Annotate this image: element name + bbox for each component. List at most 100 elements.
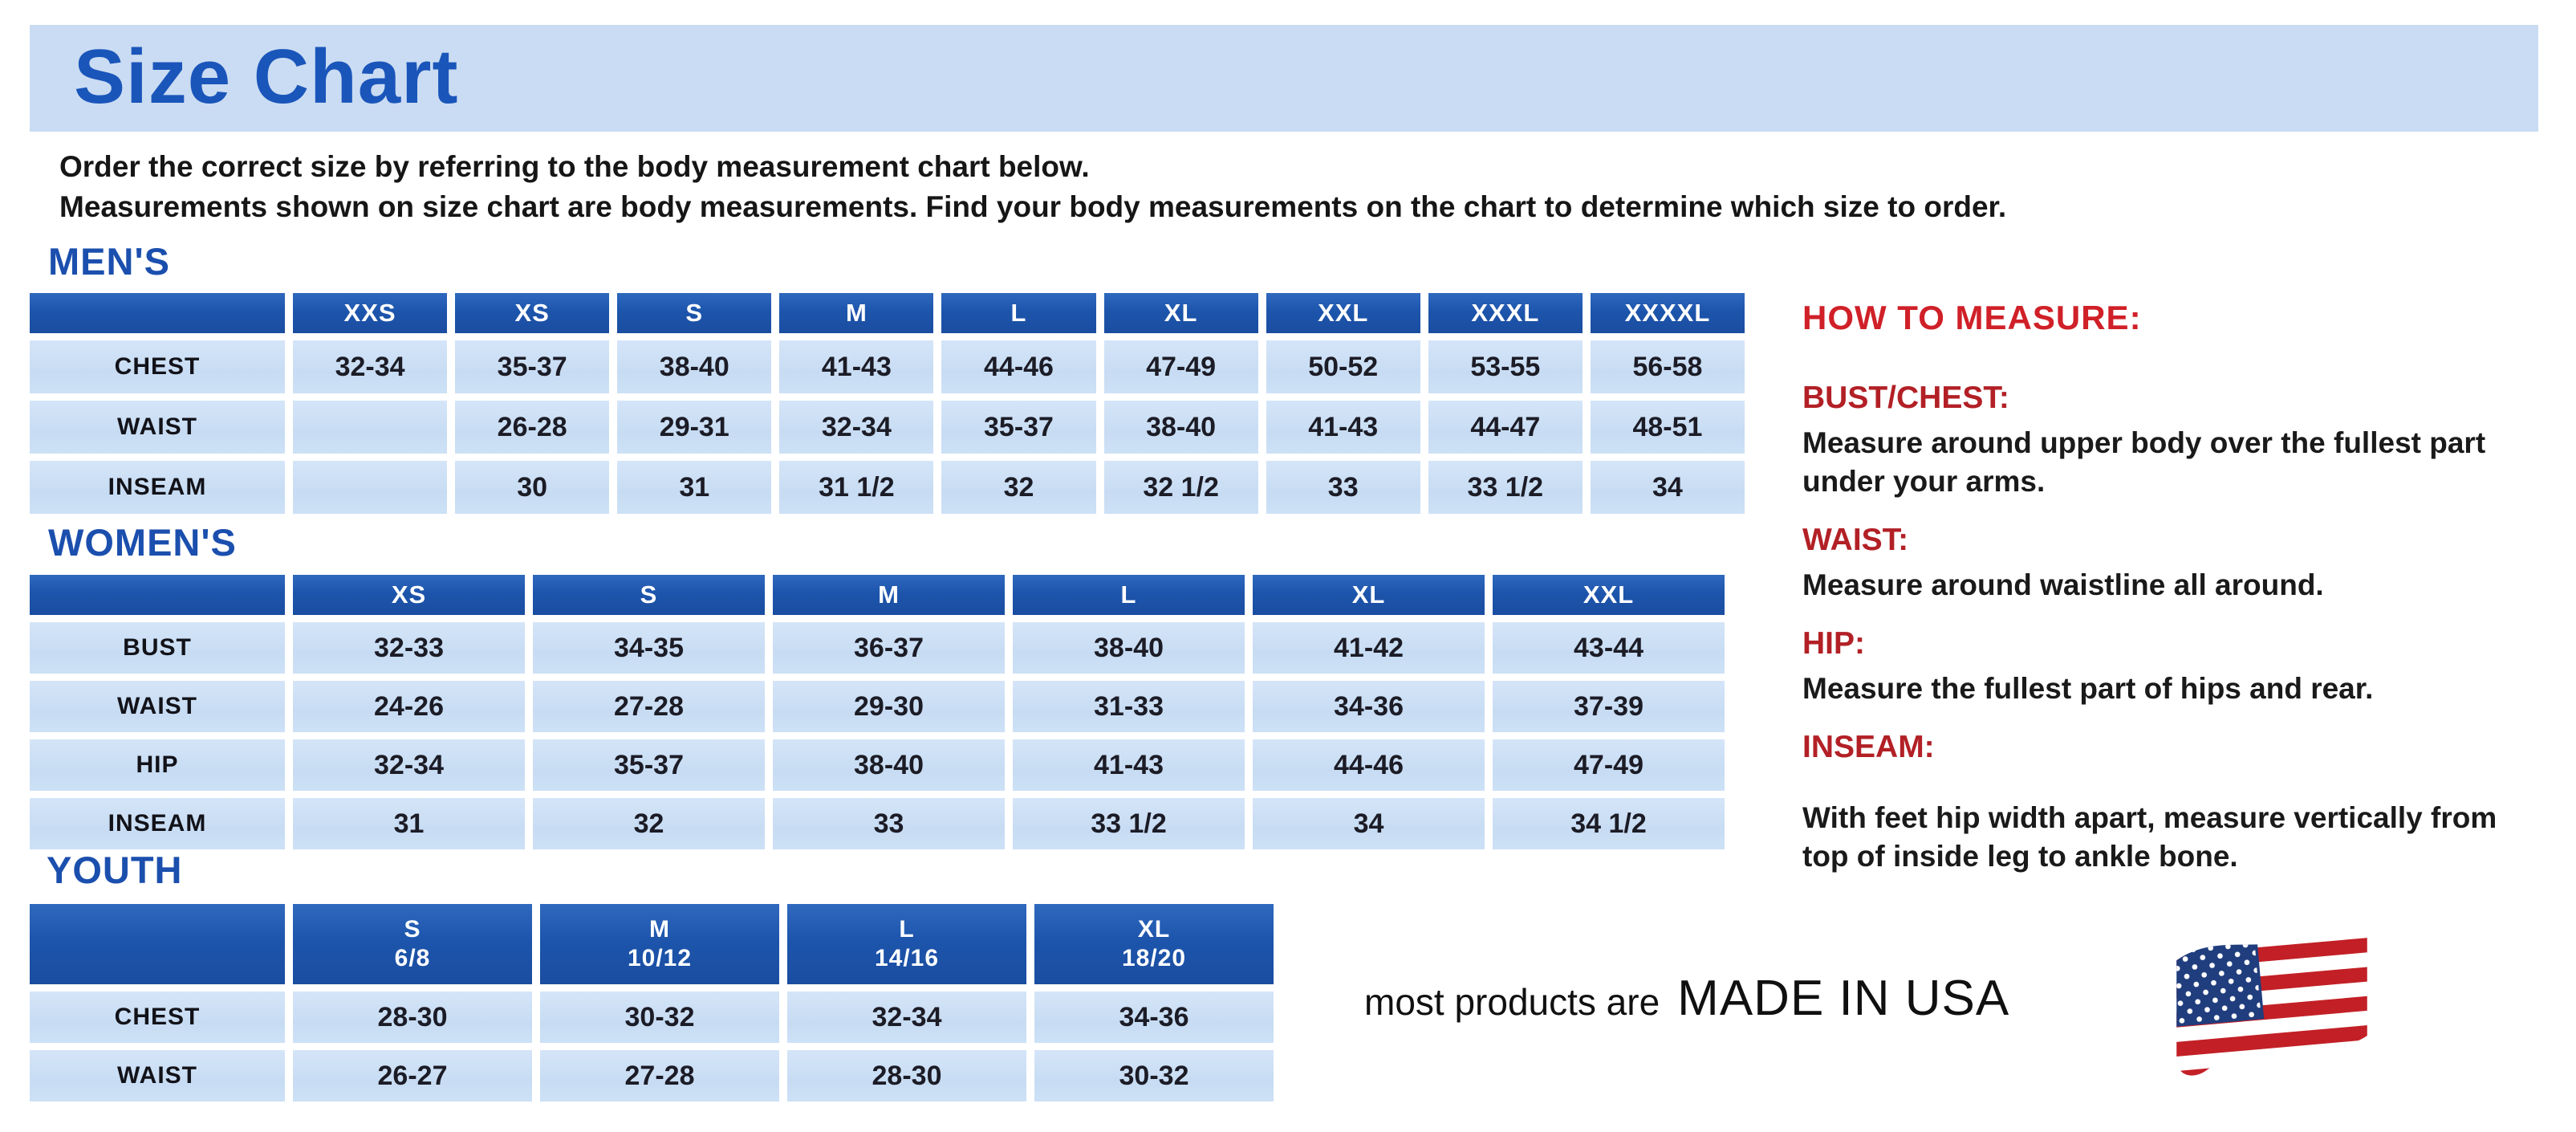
size-value-cell: 53-55 — [1428, 340, 1583, 393]
page-title: Size Chart — [74, 33, 459, 120]
size-value-cell: 31 — [617, 461, 772, 514]
mens-corner-cell — [30, 293, 285, 333]
size-value-cell: 44-46 — [1253, 739, 1485, 791]
mens-column-header: L — [941, 293, 1096, 333]
size-value-cell: 33 — [773, 798, 1005, 849]
womens-row-label: WAIST — [30, 681, 285, 732]
youth-size-range: 18/20 — [1121, 945, 1187, 971]
intro-line-2: Measurements shown on size chart are bod… — [59, 190, 2007, 223]
mens-section-heading: MEN'S — [48, 240, 170, 283]
womens-column-header: XXL — [1493, 575, 1725, 615]
size-value-cell: 34-35 — [533, 622, 765, 674]
size-value-cell: 38-40 — [773, 739, 1005, 791]
measure-text-inseam: With feet hip width apart, measure verti… — [1802, 801, 2497, 873]
size-value-cell: 30-32 — [1034, 1050, 1274, 1101]
size-value-cell: 41-43 — [1013, 739, 1245, 791]
measure-heading-hip: HIP: — [1802, 626, 1865, 661]
size-value-cell: 26-28 — [455, 401, 610, 454]
size-value-cell: 27-28 — [540, 1050, 779, 1101]
measure-guide: HOW TO MEASURE: BUST/CHEST: Measure arou… — [1802, 299, 2525, 876]
size-value-cell: 34-36 — [1253, 681, 1485, 732]
size-value-cell: 47-49 — [1103, 340, 1258, 393]
youth-size-label: XL — [1137, 916, 1171, 943]
youth-corner-cell — [30, 904, 285, 984]
womens-column-header: XL — [1253, 575, 1485, 615]
size-value-cell: 30-32 — [540, 992, 779, 1043]
mens-column-header: XXXXL — [1590, 293, 1745, 333]
size-value-cell: 41-43 — [1266, 401, 1420, 454]
size-value-cell: 32-34 — [787, 992, 1026, 1043]
size-value-cell: 34 — [1253, 798, 1485, 849]
size-value-cell: 32-33 — [293, 622, 525, 674]
measure-heading-inseam: INSEAM: — [1802, 730, 1935, 764]
youth-size-range: 6/8 — [394, 945, 431, 971]
size-value-cell: 32 — [941, 461, 1096, 514]
size-value-cell: 35-37 — [533, 739, 765, 791]
measure-heading-waist: WAIST: — [1802, 523, 1909, 557]
youth-column-header: S 6/8 — [293, 904, 532, 984]
size-value-cell: 28-30 — [293, 992, 532, 1043]
size-value-cell — [293, 401, 448, 454]
size-value-cell: 43-44 — [1493, 622, 1725, 674]
womens-column-header: S — [533, 575, 765, 615]
measure-guide-title: HOW TO MEASURE: — [1802, 299, 2142, 336]
size-value-cell: 38-40 — [617, 340, 772, 393]
size-value-cell: 36-37 — [773, 622, 1005, 674]
measure-text-waist: Measure around waistline all around. — [1802, 568, 2324, 601]
mens-row-label: CHEST — [30, 340, 285, 393]
womens-size-table: XS S M L XL XXL BUST 32-33 34-35 36-37 3… — [30, 575, 1725, 849]
mens-column-header: XXS — [293, 293, 448, 333]
size-value-cell: 33 — [1266, 461, 1420, 514]
womens-column-header: XS — [293, 575, 525, 615]
size-value-cell: 48-51 — [1590, 401, 1745, 454]
youth-column-header: L 14/16 — [787, 904, 1026, 984]
size-value-cell: 26-27 — [293, 1050, 532, 1101]
size-value-cell: 30 — [455, 461, 610, 514]
size-value-cell: 44-46 — [941, 340, 1096, 393]
size-value-cell: 44-47 — [1428, 401, 1583, 454]
youth-size-range: 10/12 — [627, 945, 693, 971]
womens-row-label: HIP — [30, 739, 285, 791]
size-value-cell: 37-39 — [1493, 681, 1725, 732]
youth-size-label: M — [649, 916, 670, 943]
womens-row-label: BUST — [30, 622, 285, 674]
size-value-cell: 24-26 — [293, 681, 525, 732]
size-value-cell: 32-34 — [293, 739, 525, 791]
size-value-cell: 28-30 — [787, 1050, 1026, 1101]
size-value-cell: 38-40 — [1013, 622, 1245, 674]
youth-size-label: L — [899, 916, 915, 943]
youth-size-table: S 6/8 M 10/12 L 14/16 XL 18/20 CHEST 28-… — [30, 904, 1274, 1101]
size-value-cell: 29-30 — [773, 681, 1005, 732]
size-value-cell: 32-34 — [779, 401, 934, 454]
size-value-cell: 33 1/2 — [1013, 798, 1245, 849]
mens-column-header: M — [779, 293, 934, 333]
size-value-cell: 31-33 — [1013, 681, 1245, 732]
womens-section-heading: WOMEN'S — [48, 521, 237, 564]
size-value-cell: 32-34 — [293, 340, 448, 393]
youth-size-range: 14/16 — [874, 945, 940, 971]
size-value-cell: 41-42 — [1253, 622, 1485, 674]
mens-size-table: XXS XS S M L XL XXL XXXL XXXXL CHEST 32-… — [30, 293, 1745, 514]
size-value-cell: 38-40 — [1103, 401, 1258, 454]
size-value-cell: 32 — [533, 798, 765, 849]
intro-line-1: Order the correct size by referring to t… — [59, 150, 1090, 183]
size-value-cell: 29-31 — [617, 401, 772, 454]
womens-column-header: L — [1013, 575, 1245, 615]
measure-text-bust-chest: Measure around upper body over the fulle… — [1802, 426, 2486, 498]
size-value-cell: 31 — [293, 798, 525, 849]
size-value-cell: 35-37 — [455, 340, 610, 393]
us-flag-icon — [2176, 929, 2367, 1076]
womens-row-label: INSEAM — [30, 798, 285, 849]
mens-column-header: XL — [1103, 293, 1258, 333]
youth-row-label: CHEST — [30, 992, 285, 1043]
size-value-cell: 50-52 — [1266, 340, 1420, 393]
size-value-cell: 27-28 — [533, 681, 765, 732]
size-value-cell: 31 1/2 — [779, 461, 934, 514]
measure-text-hip: Measure the fullest part of hips and rea… — [1802, 672, 2374, 705]
measure-heading-bust-chest: BUST/CHEST: — [1802, 381, 2009, 415]
made-in-usa-prefix: most products are — [1364, 981, 1660, 1023]
youth-column-header: XL 18/20 — [1034, 904, 1274, 984]
size-value-cell: 35-37 — [941, 401, 1096, 454]
womens-corner-cell — [30, 575, 285, 615]
size-value-cell: 34 1/2 — [1493, 798, 1725, 849]
